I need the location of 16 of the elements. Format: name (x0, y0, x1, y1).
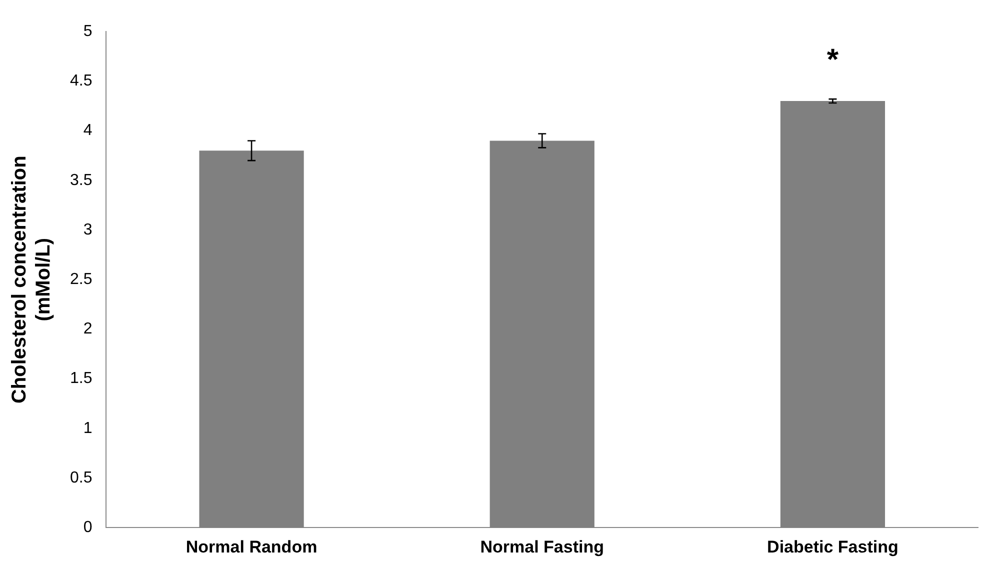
y-tick-label: 2.5 (70, 271, 92, 288)
y-tick-label: 0 (83, 519, 92, 536)
y-tick-label: 4 (83, 122, 92, 140)
y-axis-title: Cholesterol concentration (mMol/L) (8, 156, 55, 404)
y-tick-label: 1.5 (70, 370, 92, 388)
y-tick-label: 0.5 (70, 469, 92, 486)
x-tick-label: Diabetic Fasting (767, 537, 898, 556)
y-tick-label: 3.5 (70, 172, 92, 189)
y-tick-label: 1 (83, 420, 92, 437)
y-tick-label: 4.5 (70, 72, 92, 90)
y-tick-label: 2 (83, 320, 92, 338)
y-tick-label: 5 (83, 23, 92, 40)
annotation: * (826, 43, 839, 76)
x-tick-label: Normal Fasting (480, 537, 604, 556)
x-tick-label: Normal Random (186, 537, 318, 556)
y-tick-label: 3 (83, 221, 92, 238)
